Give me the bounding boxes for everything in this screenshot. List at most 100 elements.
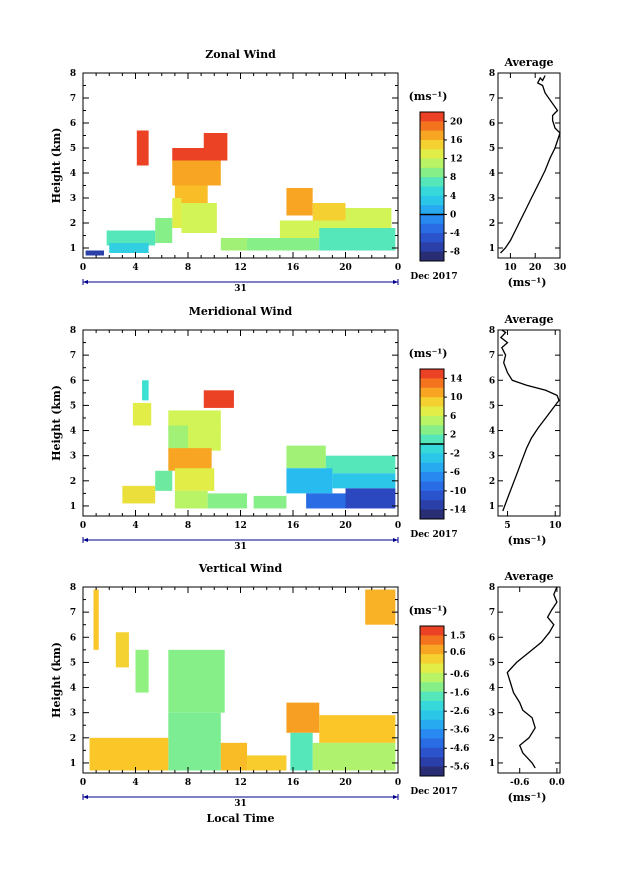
average-y-tick-label: 3 — [489, 709, 495, 719]
data-patch — [286, 445, 326, 469]
colorbar-segment — [420, 406, 444, 417]
average-y-tick-label: 1 — [489, 502, 495, 512]
data-patch — [155, 470, 173, 491]
colorbar-segment — [420, 214, 444, 225]
colorbar-segment — [420, 500, 444, 511]
average-y-tick-label: 5 — [489, 658, 495, 668]
y-tick-label: 7 — [70, 351, 76, 361]
data-patch — [168, 649, 225, 713]
colorbar-tick-label: 16 — [450, 136, 463, 146]
colorbar-tick-label: -6 — [450, 468, 460, 478]
colorbar-tick-label: 4 — [450, 192, 456, 202]
x-tick-label: 8 — [185, 521, 191, 531]
data-patch — [203, 390, 234, 408]
data-patch — [168, 712, 221, 771]
average-profile-line — [506, 586, 558, 769]
colorbar-segment — [420, 626, 444, 636]
average-x-label: (ms⁻¹) — [508, 534, 547, 547]
data-patch — [132, 402, 152, 426]
colorbar-tick-label: 12 — [450, 155, 463, 165]
data-patch — [290, 732, 313, 771]
panel-title: Vertical Wind — [198, 562, 283, 575]
data-patch — [172, 198, 182, 228]
colorbar-tick-label: 8 — [450, 173, 456, 183]
data-patch — [325, 455, 396, 474]
colorbar-tick-label: 0.6 — [450, 648, 466, 658]
data-patch — [85, 250, 104, 256]
colorbar-frame — [419, 625, 445, 777]
data-patch — [319, 228, 396, 251]
data-patch — [168, 410, 221, 431]
x-tick-label: 20 — [339, 521, 352, 531]
x-tick-label: 0 — [80, 521, 86, 531]
colorbar-segment — [420, 130, 444, 141]
y-tick-label: 7 — [70, 94, 76, 104]
data-patch — [247, 755, 287, 771]
average-frame — [497, 586, 561, 774]
colorbar-segment — [420, 397, 444, 407]
colorbar-tick-label: -2 — [450, 449, 460, 459]
x-tick-label: 0 — [80, 263, 86, 273]
data-patch — [122, 485, 156, 504]
x-tick-label: 4 — [132, 263, 138, 273]
data-patch — [172, 148, 208, 161]
y-tick-label: 5 — [70, 658, 76, 668]
date-bar-arrow — [83, 795, 88, 799]
average-y-tick-label: 6 — [489, 119, 495, 129]
data-patch — [174, 185, 208, 203]
colorbar-unit: (ms⁻¹) — [409, 347, 448, 360]
colorbar-segment — [420, 444, 444, 454]
colorbar-segment — [420, 167, 444, 178]
colorbar-segment — [420, 710, 444, 721]
x-tick-label: 0 — [80, 778, 86, 788]
colorbar-segment — [420, 635, 444, 646]
date-bar-arrow — [83, 280, 88, 284]
colorbar-tick-label: 2 — [450, 431, 456, 441]
data-patch — [220, 742, 248, 771]
colorbar-segment — [420, 481, 444, 492]
average-y-tick-label: 7 — [489, 608, 495, 618]
average-y-tick-label: 2 — [489, 477, 495, 487]
colorbar-segment — [420, 139, 444, 150]
data-patch — [306, 493, 346, 509]
colorbar-segment — [420, 242, 444, 253]
data-patch — [188, 425, 221, 451]
colorbar-tick-label: -4.6 — [450, 744, 469, 754]
colorbar-tick-label: -4 — [450, 229, 460, 239]
y-tick-label: 8 — [70, 326, 76, 336]
colorbar-tick-label: -0.6 — [450, 670, 469, 680]
data-patch — [135, 649, 149, 693]
colorbar-unit: (ms⁻¹) — [409, 90, 448, 103]
x-tick-label: 20 — [339, 778, 352, 788]
data-patch — [345, 208, 392, 228]
colorbar-segment — [420, 223, 444, 234]
colorbar-segment — [420, 701, 444, 711]
colorbar-segment — [420, 654, 444, 664]
average-y-tick-label: 1 — [489, 244, 495, 254]
y-tick-label: 5 — [70, 401, 76, 411]
average-title: Average — [503, 56, 553, 69]
average-x-tick-label: 20 — [529, 263, 542, 273]
average-frame — [497, 72, 561, 259]
data-patch — [142, 380, 149, 401]
data-patch — [168, 448, 212, 471]
average-y-tick-label: 8 — [489, 326, 495, 336]
month-label: Dec 2017 — [410, 530, 457, 540]
colorbar-segment — [420, 387, 444, 398]
colorbar-tick-label: -5.6 — [450, 763, 469, 773]
colorbar-segment — [420, 738, 444, 749]
average-y-tick-label: 7 — [489, 94, 495, 104]
data-patch — [312, 203, 346, 223]
data-patch — [253, 495, 287, 509]
y-axis-label: Height (km) — [50, 385, 63, 461]
data-patch — [220, 238, 248, 251]
colorbar-segment — [420, 434, 444, 445]
average-y-tick-label: 7 — [489, 351, 495, 361]
colorbar-segment — [420, 453, 444, 464]
colorbar-segment — [420, 205, 444, 215]
average-frame — [497, 329, 561, 517]
average-y-tick-label: 2 — [489, 734, 495, 744]
average-y-tick-label: 2 — [489, 219, 495, 229]
y-tick-label: 4 — [70, 427, 76, 437]
data-patch — [365, 589, 396, 625]
